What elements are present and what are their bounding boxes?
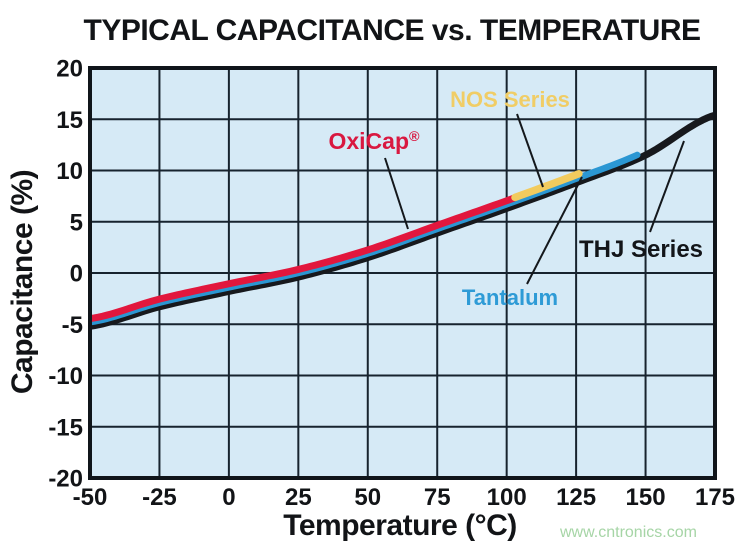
x-tick-label: 175: [695, 484, 735, 511]
plot-area: -50 -25 0 25 50 75 100 125 150 17520151050-5-10-1…: [48, 56, 735, 512]
plot-border: [88, 66, 717, 480]
series-curve-thj-series: [89, 111, 716, 330]
series-curve-nos-series: [511, 169, 583, 202]
y-tick-label: 20: [56, 56, 83, 83]
series-label-nos-series: NOS Series: [450, 87, 570, 112]
x-tick-label: -50: [73, 484, 108, 511]
x-tick-label: -25: [142, 484, 177, 511]
curves-group: [89, 111, 716, 330]
y-tick-label: 15: [56, 107, 83, 134]
leader-line: [384, 157, 409, 230]
watermark: www.cntronics.com: [559, 524, 697, 541]
x-tick-label: 0: [222, 484, 235, 511]
y-axis-label: Capacitance (%): [6, 170, 39, 394]
series-label-thj-series: THJ Series: [579, 236, 703, 263]
x-tick-label: 150: [626, 484, 666, 511]
x-tick-label: 125: [556, 484, 596, 511]
y-tick-label: -10: [48, 363, 83, 390]
leader-line: [649, 140, 685, 233]
x-tick-label: 50: [354, 484, 381, 511]
y-tick-label: 0: [70, 261, 83, 288]
y-tick-label: -20: [48, 466, 83, 493]
x-tick-label: 25: [285, 484, 312, 511]
y-tick-label: 10: [56, 158, 83, 185]
y-tick-label: 5: [70, 209, 83, 236]
x-tick-label: 75: [424, 484, 451, 511]
series-label-oxicap: OxiCap®: [328, 128, 420, 154]
leader-line: [516, 113, 544, 188]
x-axis-label: Temperature (°C): [283, 509, 516, 542]
y-tick-label: -15: [48, 414, 83, 441]
chart-title: TYPICAL CAPACITANCE vs. TEMPERATURE: [84, 14, 701, 47]
y-tick-label: -5: [62, 312, 83, 339]
x-tick-label: 100: [487, 484, 527, 511]
series-curve-oxicap: [89, 194, 519, 323]
leader-line: [526, 176, 583, 285]
series-label-tantalum: Tantalum: [462, 285, 558, 310]
